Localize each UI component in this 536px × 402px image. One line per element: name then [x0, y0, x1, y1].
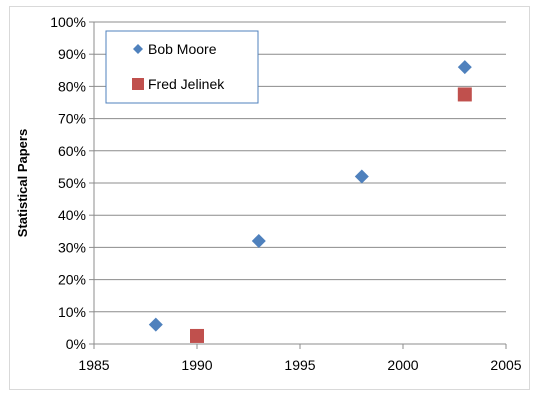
data-point: [251, 233, 266, 248]
data-point: [457, 60, 472, 75]
data-point: [457, 87, 472, 102]
x-tick-label: 2000: [387, 357, 418, 373]
x-tick-label: 1985: [78, 357, 109, 373]
data-point: [148, 317, 163, 332]
y-tick-label: 70%: [58, 111, 86, 127]
legend: Bob Moore Fred Jelinek: [105, 30, 259, 104]
legend-marker: [132, 78, 144, 90]
y-tick-label: 50%: [58, 175, 86, 191]
y-axis-label: Statistical Papers: [15, 129, 30, 237]
y-tick-label: 30%: [58, 239, 86, 255]
chart-frame: [9, 6, 530, 390]
x-tick-label: 1990: [181, 357, 212, 373]
x-tick-labels: 1985 1990 1995 2000 2005: [78, 357, 521, 373]
y-tick-label: 60%: [58, 143, 86, 159]
data-points: [148, 60, 472, 343]
x-tick-label: 1995: [284, 357, 315, 373]
legend-box: [105, 30, 259, 104]
legend-marker: [133, 44, 143, 54]
y-tick-label: 0%: [66, 336, 86, 352]
y-tick-labels: 0% 10% 20% 30% 40% 50% 60% 70% 80% 90% 100%: [50, 14, 86, 352]
legend-label: Bob Moore: [148, 41, 217, 57]
axes: [89, 21, 507, 349]
y-tick-label: 20%: [58, 272, 86, 288]
data-point: [190, 328, 204, 343]
y-tick-label: 80%: [58, 78, 86, 94]
x-tick-label: 2005: [490, 357, 521, 373]
y-tick-label: 10%: [58, 304, 86, 320]
y-tick-label: 100%: [50, 14, 86, 30]
data-point: [354, 169, 369, 184]
y-tick-label: 90%: [58, 46, 86, 62]
y-tick-label: 40%: [58, 207, 86, 223]
legend-label: Fred Jelinek: [148, 76, 225, 92]
